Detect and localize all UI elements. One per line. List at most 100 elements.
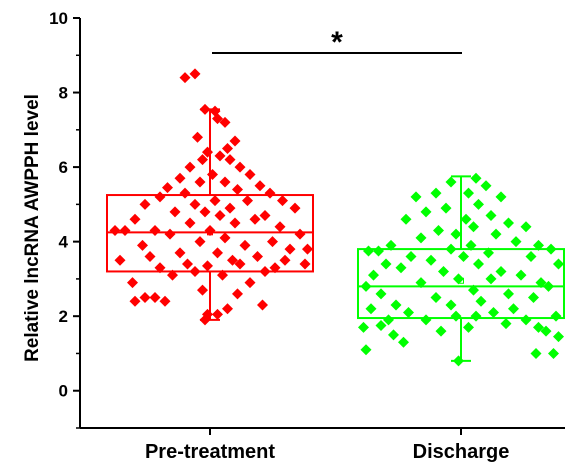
box-pre-treatment	[106, 108, 314, 321]
data-point	[139, 292, 151, 304]
data-point	[525, 251, 537, 263]
data-point	[199, 206, 211, 218]
data-point	[184, 217, 196, 229]
data-point	[533, 321, 544, 333]
data-point	[520, 221, 532, 233]
data-point	[473, 258, 484, 270]
y-tick-label: 0	[59, 382, 68, 401]
data-point	[468, 284, 479, 296]
data-point	[277, 195, 288, 207]
data-point	[154, 191, 166, 203]
data-point	[199, 314, 211, 326]
data-point	[480, 180, 492, 192]
data-point	[398, 336, 409, 348]
data-point	[548, 347, 559, 359]
data-point	[219, 176, 231, 188]
data-point	[465, 239, 477, 251]
data-point	[445, 299, 457, 311]
data-point	[244, 169, 256, 181]
data-point	[445, 176, 457, 188]
data-point	[174, 172, 186, 184]
data-point	[475, 295, 487, 307]
data-point	[360, 344, 372, 356]
data-point	[149, 292, 161, 304]
data-point	[127, 277, 138, 289]
data-point	[219, 232, 231, 244]
data-point	[259, 210, 271, 222]
y-tick-label: 10	[49, 9, 68, 28]
data-point	[222, 303, 233, 315]
data-point	[470, 172, 482, 184]
data-point	[533, 239, 544, 251]
data-point	[420, 314, 432, 326]
data-point	[139, 198, 151, 210]
data-point	[515, 269, 527, 281]
data-point	[485, 210, 497, 222]
data-point	[450, 310, 462, 322]
data-point	[224, 202, 236, 214]
data-point	[239, 239, 251, 251]
data-point	[468, 221, 479, 233]
data-point	[545, 243, 557, 255]
data-point	[279, 254, 291, 266]
data-point	[189, 198, 201, 210]
data-point	[438, 265, 449, 277]
data-point	[129, 295, 141, 307]
data-point	[433, 224, 444, 236]
data-point	[400, 213, 412, 225]
data-point	[212, 113, 223, 125]
data-point	[430, 292, 442, 304]
data-point	[182, 258, 193, 270]
data-point	[192, 131, 203, 143]
y-tick-label: 2	[59, 307, 68, 326]
data-point	[365, 303, 377, 315]
data-point	[119, 224, 131, 236]
data-point	[289, 202, 301, 214]
data-point	[425, 254, 437, 266]
data-point	[543, 280, 554, 292]
data-point	[508, 303, 519, 315]
data-point	[159, 295, 171, 307]
data-point	[415, 277, 427, 289]
data-point	[164, 228, 176, 240]
data-point	[232, 288, 243, 300]
data-point	[540, 325, 552, 337]
data-point	[154, 262, 166, 274]
data-point	[202, 260, 213, 272]
data-point	[214, 150, 226, 162]
data-point	[495, 191, 507, 203]
data-point	[405, 251, 417, 263]
data-point	[388, 329, 399, 341]
data-point	[470, 310, 482, 322]
data-point	[380, 258, 392, 270]
data-point	[179, 187, 191, 199]
data-point	[199, 103, 211, 115]
data-point	[144, 251, 156, 263]
data-point	[358, 321, 369, 333]
data-point	[460, 213, 472, 225]
data-point	[189, 68, 201, 80]
data-point	[209, 195, 221, 207]
y-axis-label: Relative lncRNA AWPPH level	[22, 94, 43, 362]
data-point	[458, 251, 469, 263]
significance-bracket: *	[212, 26, 462, 59]
data-point	[430, 187, 442, 199]
data-point	[463, 321, 474, 333]
data-point	[229, 217, 241, 229]
data-point	[254, 180, 266, 192]
data-point	[294, 228, 306, 240]
data-point	[189, 265, 201, 277]
data-point	[169, 206, 181, 218]
significance-marker: *	[331, 26, 343, 59]
data-point	[463, 187, 474, 199]
data-point	[510, 236, 522, 248]
axes: 0 2 4 6 8 10 Pre-treatment Discharge	[49, 9, 565, 463]
x-tick-label: Discharge	[413, 441, 510, 463]
data-point	[217, 269, 228, 281]
data-point	[395, 262, 407, 274]
data-point	[530, 347, 542, 359]
data-point	[242, 195, 253, 207]
data-point	[222, 142, 233, 154]
data-point	[252, 251, 263, 263]
